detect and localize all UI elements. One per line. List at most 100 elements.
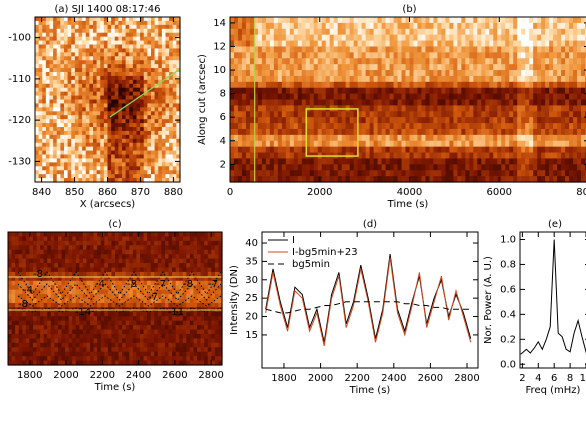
heatmap-cell (389, 87, 395, 95)
heatmap-cell (29, 280, 34, 286)
heatmap-cell (321, 34, 327, 42)
heatmap-cell (489, 28, 494, 36)
heatmap-cell (537, 28, 542, 36)
heatmap-cell (71, 103, 76, 108)
heatmap-cell (96, 36, 101, 42)
heatmap-cell (79, 338, 84, 344)
heatmap-cell (425, 64, 431, 71)
heatmap-cell (68, 294, 73, 300)
heatmap-cell (245, 70, 251, 77)
heatmap-cell (74, 17, 80, 22)
heatmap-cell (60, 115, 65, 120)
heatmap-cell (309, 164, 315, 171)
heatmap-cell (393, 64, 399, 71)
heatmap-cell (417, 75, 423, 83)
heatmap-cell (60, 142, 65, 148)
heatmap-cell (143, 68, 148, 73)
heatmap-cell (341, 75, 347, 83)
heatmap-cell (78, 130, 83, 136)
heatmap-cell (161, 170, 167, 175)
heatmap-cell (107, 162, 112, 167)
heatmap-cell (325, 52, 331, 59)
heatmap-cell (172, 79, 177, 85)
heatmap-cell (289, 134, 295, 142)
heatmap-cell (337, 176, 343, 183)
heatmap-cell (433, 52, 439, 59)
heatmap-cell (509, 158, 514, 165)
heatmap-cell (425, 93, 431, 101)
heatmap-cell (441, 81, 446, 89)
heatmap-cell (569, 176, 574, 183)
heatmap-cell (485, 123, 490, 130)
heatmap-cell (541, 117, 546, 124)
heatmap-cell (385, 117, 391, 124)
heatmap-cell (465, 81, 470, 89)
heatmap-cell (453, 128, 458, 136)
heatmap-cell (78, 56, 83, 61)
heatmap-cell (245, 146, 251, 154)
heatmap-cell (305, 46, 311, 53)
heatmap-cell (241, 164, 247, 171)
heatmap-cell (64, 166, 69, 171)
heatmap-cell (18, 298, 23, 304)
heatmap-cell (441, 46, 446, 53)
heatmap-cell (53, 95, 58, 101)
heatmap-cell (305, 17, 311, 24)
heatmap-cell (261, 176, 267, 183)
heatmap-cell (345, 81, 351, 89)
heatmap-cell (154, 138, 159, 144)
heatmap-cell (429, 123, 435, 130)
heatmap-cell (165, 158, 170, 163)
heatmap-cell (74, 24, 80, 30)
heatmap-cell (82, 280, 88, 286)
heatmap-cell (75, 316, 80, 322)
heatmap-cell (473, 81, 478, 89)
heatmap-cell (493, 111, 498, 118)
heatmap-cell (74, 87, 80, 93)
heatmap-cell (176, 52, 181, 57)
heatmap-cell (29, 356, 34, 362)
heatmap-cell (297, 28, 303, 36)
heatmap-cell (56, 64, 61, 69)
heatmap-cell (147, 24, 152, 30)
heatmap-cell (257, 105, 263, 112)
heatmap-cell (337, 40, 343, 48)
heatmap-cell (477, 134, 482, 142)
heatmap-cell (453, 34, 458, 42)
heatmap-cell (269, 40, 275, 48)
heatmap-cell (154, 174, 159, 179)
heatmap-cell (261, 123, 267, 130)
heatmap-cell (172, 170, 177, 175)
heatmap-cell (100, 166, 105, 171)
heatmap-cell (114, 87, 119, 93)
heatmap-cell (301, 81, 307, 89)
heatmap-cell (15, 254, 20, 260)
heatmap-cell (93, 52, 98, 57)
heatmap-cell (71, 87, 76, 93)
heatmap-cell (151, 111, 156, 116)
heatmap-cell (129, 72, 134, 77)
heatmap-cell (357, 128, 363, 136)
heatmap-cell (107, 40, 112, 46)
heatmap-cell (100, 72, 105, 77)
heatmap-cell (78, 95, 83, 101)
heatmap-cell (581, 117, 586, 124)
heatmap-cell (417, 170, 423, 177)
heatmap-cell (85, 111, 90, 116)
heatmap-cell (61, 333, 66, 339)
heatmap-cell (497, 170, 502, 177)
heatmap-cell (445, 111, 450, 118)
heatmap-cell (457, 105, 462, 112)
heatmap-cell (71, 178, 76, 183)
heatmap-cell (277, 99, 283, 106)
heatmap-cell (38, 119, 43, 124)
heatmap-cell (393, 164, 399, 171)
heatmap-cell (36, 289, 41, 295)
heatmap-cell (89, 75, 94, 81)
heatmap-cell (245, 34, 251, 42)
heatmap-cell (8, 271, 13, 277)
heatmap-cell (53, 138, 58, 144)
heatmap-cell (473, 22, 478, 30)
heatmap-cell (82, 40, 87, 46)
heatmap-cell (35, 134, 40, 140)
